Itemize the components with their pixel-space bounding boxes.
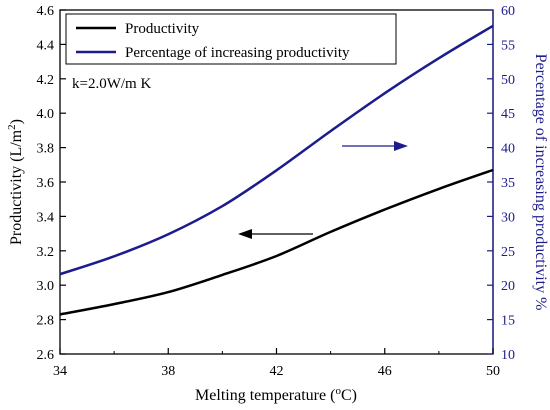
y2-tick-label: 40 [501, 142, 515, 157]
x-tick-label: 46 [378, 364, 392, 379]
y-tick-label: 4.6 [37, 4, 55, 19]
y-tick-label: 2.6 [37, 348, 55, 363]
x-tick-label: 50 [486, 364, 500, 379]
y2-tick-label: 60 [501, 4, 515, 19]
y2-tick-label: 10 [501, 348, 515, 363]
right-arrow [342, 141, 408, 151]
y2-tick-label: 25 [501, 245, 515, 260]
y2-axis-ticks: 10 15 20 25 30 35 40 45 50 55 60 [487, 4, 515, 363]
y2-tick-label: 20 [501, 279, 515, 294]
y2-tick-label: 15 [501, 314, 515, 329]
x-tick-label: 34 [53, 364, 67, 379]
y-tick-label: 4.0 [37, 107, 55, 122]
y2-axis-title: Percentage of increasing productivity % [532, 54, 549, 311]
y-tick-label: 3.4 [37, 210, 55, 225]
productivity-line [59, 168, 494, 316]
y-tick-label: 3.0 [37, 279, 55, 294]
y2-tick-label: 35 [501, 176, 515, 191]
y-tick-label: 3.6 [37, 176, 55, 191]
legend-label-percentage: Percentage of increasing productivity [125, 45, 350, 61]
legend-label-productivity: Productivity [125, 21, 200, 37]
x-axis-title: Melting temperature (oC) [195, 385, 357, 404]
x-axis-ticks: 34 38 42 46 50 [53, 348, 500, 379]
y-tick-label: 4.4 [37, 38, 55, 53]
y-tick-label: 2.8 [37, 314, 55, 329]
x-tick-label: 38 [161, 364, 175, 379]
y2-tick-label: 50 [501, 73, 515, 88]
y-axis-ticks: 2.6 2.8 3.0 3.2 3.4 3.6 3.8 4.0 4.2 4.4 4.6 [37, 4, 66, 363]
y2-tick-label: 30 [501, 210, 515, 225]
y-tick-label: 3.8 [37, 142, 55, 157]
y-axis-title: Productivity (L/m2) [6, 119, 25, 245]
y2-tick-label: 55 [501, 38, 515, 53]
legend-box [65, 13, 397, 65]
y2-tick-label: 45 [501, 107, 515, 122]
y-tick-label: 3.2 [37, 245, 55, 260]
legend: Productivity Percentage of increasing pr… [65, 13, 397, 65]
x-tick-label: 42 [270, 364, 284, 379]
percentage-line [59, 24, 494, 276]
left-arrow [238, 229, 313, 239]
y-tick-label: 4.2 [37, 73, 55, 88]
series-lines [59, 24, 494, 316]
conductivity-annotation: k=2.0W/m K [72, 76, 151, 92]
